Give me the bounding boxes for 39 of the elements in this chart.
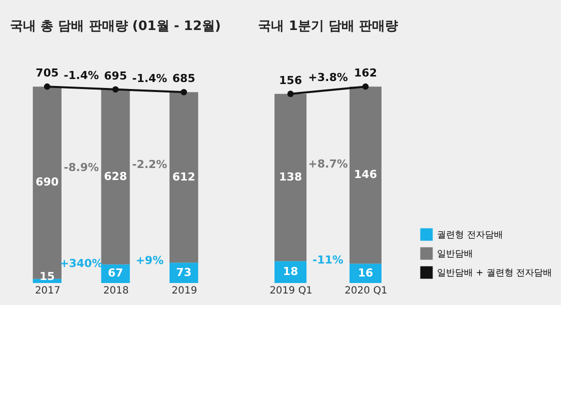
x-tick-label: 2019 bbox=[172, 286, 198, 296]
x-tick-label: 2020 Q1 bbox=[344, 286, 388, 296]
x-tick-label: 2018 bbox=[103, 286, 129, 296]
annotation: -2.2% bbox=[132, 158, 168, 172]
bar bbox=[274, 94, 306, 262]
annotation: +340% bbox=[60, 257, 103, 270]
annotation: -1.4% bbox=[132, 72, 168, 85]
data-label: 16 bbox=[358, 266, 374, 280]
text: 국내 1분기 담배 판매량 bbox=[258, 19, 398, 34]
x-tick-label: 2019 Q1 bbox=[270, 286, 312, 296]
bar bbox=[274, 261, 306, 283]
data-label: 73 bbox=[176, 266, 192, 279]
data-label: 685 bbox=[172, 72, 196, 86]
annotation: +8.7% bbox=[308, 157, 348, 170]
bar bbox=[32, 86, 62, 279]
data-label: 146 bbox=[354, 168, 378, 182]
data-label: 162 bbox=[354, 66, 377, 80]
annotation: +9% bbox=[136, 254, 164, 268]
legend-label: 궐련형 전자담배 bbox=[437, 230, 503, 240]
legend-label: 일반담배 bbox=[437, 250, 473, 260]
data-label: 690 bbox=[36, 176, 59, 189]
data-label: 612 bbox=[172, 170, 196, 184]
annotation: -11% bbox=[312, 254, 344, 267]
bar bbox=[170, 92, 198, 263]
legend-label: 일반담배 + 궐련형 전자담배 bbox=[437, 268, 552, 278]
x-tick-label: 2017 bbox=[34, 286, 60, 296]
text: 국내 총 담배 판매량 (01월 - 12월) bbox=[10, 19, 221, 34]
data-label: 138 bbox=[279, 170, 302, 184]
data-label: 695 bbox=[104, 69, 127, 82]
annotation: -1.4% bbox=[64, 68, 99, 82]
bar bbox=[101, 89, 130, 264]
data-label: 18 bbox=[282, 265, 298, 278]
data-label: 156 bbox=[279, 74, 302, 87]
data-label: 705 bbox=[36, 66, 59, 80]
data-label: 628 bbox=[104, 170, 127, 183]
bar bbox=[350, 86, 382, 264]
data-label: 67 bbox=[108, 266, 124, 280]
annotation: +3.8% bbox=[308, 71, 348, 84]
annotation: -8.9% bbox=[64, 160, 99, 174]
